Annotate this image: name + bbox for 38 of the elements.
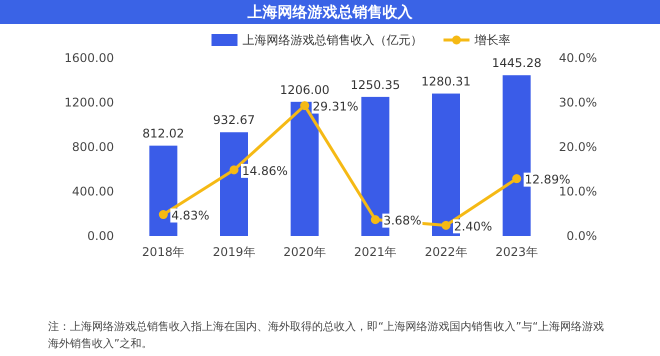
x-tick-label: 2020年 [283,245,326,259]
point [300,101,310,110]
y-tick-label: 400.00 [72,184,114,198]
point [370,215,380,224]
legend-label: 增长率 [474,33,510,47]
data-label: 1206.00 [280,82,330,97]
x-tick-label: 2021年 [354,245,397,259]
data-label: 812.02 [142,126,184,141]
y-tick-label: 1200.00 [64,96,114,110]
data-label: 1445.28 [492,56,542,70]
point [230,165,238,174]
y2-tick-label: 20.0% [558,140,597,154]
data-label: 1280.31 [421,74,471,89]
y2-tick-label: 40.0% [558,51,597,65]
point [442,220,450,230]
y2-tick-label: 10.0% [558,184,597,198]
x-tick-label: 2019年 [212,245,256,259]
y-tick-label: 0.00 [87,229,114,243]
x-tick-label: 2022年 [424,245,468,259]
data-label: 14.86% [242,164,288,178]
data-label: 29.31% [312,100,358,114]
point [512,174,522,184]
data-label: 2.40% [454,219,492,234]
text: 注：上海网络游戏总销售收入指上海在国内、海外取得的总收入，即“上海网络游戏国内销售收入”与“上海网络游戏海外销售收入”之和。 [48,319,606,352]
legend-label: 上海网络游戏总销售收入（亿元） [242,33,422,47]
y2-tick-label: 0.0% [566,229,597,243]
x-tick-label: 2023年 [495,245,538,259]
data-label: 932.67 [213,113,255,128]
point [158,210,168,220]
data-label: 12.89% [524,172,570,187]
data-label: 4.83% [171,208,210,223]
data-label: 3.68% [383,214,422,228]
chart-title: 上海网络游戏总销售收入 [0,0,660,24]
y2-tick-label: 30.0% [558,96,597,110]
data-label: 1250.35 [350,78,400,92]
x-tick-label: 2018年 [142,245,185,259]
y-tick-label: 800.00 [72,140,114,154]
y-tick-label: 1600.00 [64,51,114,65]
